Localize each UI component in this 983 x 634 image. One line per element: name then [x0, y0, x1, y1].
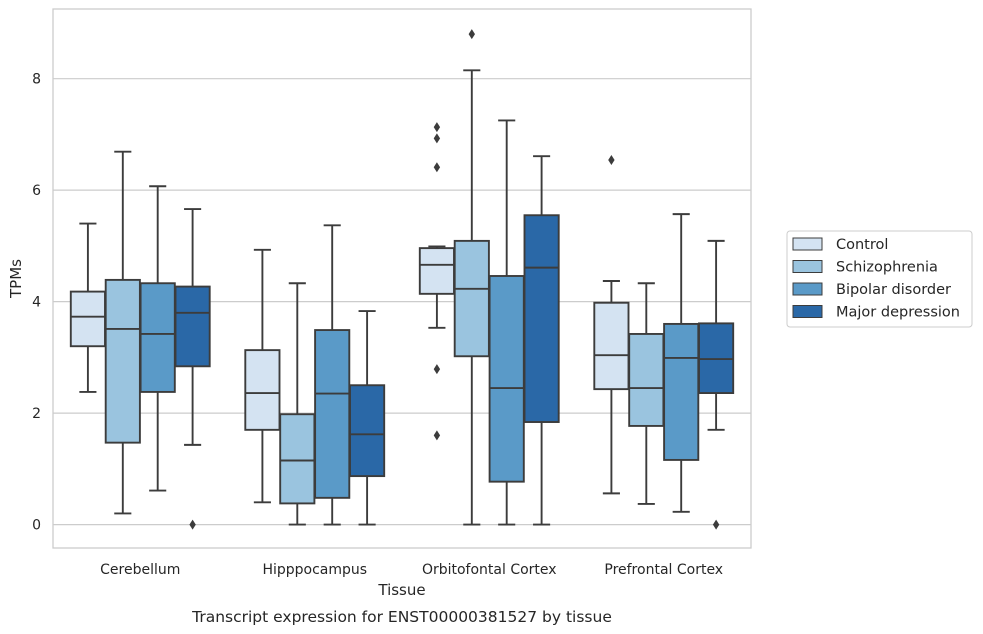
box [279, 282, 316, 526]
y-tick-labels: 0 2 4 6 8 [32, 72, 41, 534]
box-iqr [349, 384, 386, 478]
legend-label: Bipolar disorder [836, 282, 951, 298]
box-iqr [279, 413, 316, 505]
x-tick-label: Prefrontal Cortex [604, 562, 723, 578]
box [418, 122, 455, 441]
plot-area [52, 8, 752, 549]
box [244, 248, 281, 504]
series-major-depression [174, 155, 735, 530]
series-schizophrenia [104, 29, 665, 526]
series-bipolar-disorder [139, 119, 700, 526]
outlier-point [608, 155, 615, 166]
box-iqr [628, 333, 665, 427]
y-axis-label: TPMs [7, 259, 25, 299]
x-tick-label: Orbitofontal Cortex [422, 562, 557, 578]
box-iqr [593, 301, 630, 391]
box-iqr [488, 275, 525, 483]
y-tick-label: 2 [32, 406, 41, 422]
box [104, 150, 141, 515]
y-tick-label: 0 [32, 518, 41, 534]
box [174, 208, 211, 530]
box [698, 239, 735, 530]
box [349, 310, 386, 526]
y-tick-label: 8 [32, 72, 41, 88]
series-control [69, 122, 630, 504]
box [69, 222, 106, 393]
legend-swatch [792, 260, 823, 273]
box-iqr [139, 282, 176, 393]
legend-label: Control [836, 237, 888, 253]
box [488, 119, 525, 526]
box-series [69, 29, 735, 530]
box-iqr [453, 239, 490, 358]
outlier-point [433, 162, 441, 173]
x-tick-labels: Cerebellum Hipppocampus Orbitofontal Corte… [100, 562, 723, 578]
outlier-point [433, 122, 441, 133]
x-tick-label: Hipppocampus [262, 562, 367, 578]
box [314, 224, 351, 526]
box [453, 29, 490, 526]
outlier-point [468, 29, 475, 40]
legend-items: Control Schizophrenia Bipolar disorder Majo… [792, 237, 960, 321]
box [663, 213, 700, 513]
box-iqr [244, 349, 281, 431]
outlier-point [189, 519, 196, 530]
outlier-point [712, 519, 720, 530]
legend-swatch [792, 237, 823, 251]
outlier-point [433, 133, 441, 144]
legend: Control Schizophrenia Bipolar disorder Majo… [786, 230, 973, 328]
x-tick-label: Cerebellum [100, 562, 180, 578]
outlier-point [433, 364, 441, 375]
x-axis-label: Tissue [377, 581, 425, 599]
legend-label: Major depression [836, 305, 960, 321]
chart-caption: Transcript expression for ENST0000038152… [191, 608, 612, 626]
y-tick-label: 6 [32, 183, 41, 199]
plot-frame [52, 8, 752, 549]
legend-frame [786, 230, 973, 328]
outlier-point [433, 430, 441, 441]
box-iqr [314, 329, 351, 499]
box [523, 155, 560, 526]
y-tick-label: 4 [32, 295, 41, 311]
box-iqr [104, 278, 141, 444]
box-iqr [663, 322, 700, 461]
box-iqr [174, 285, 211, 368]
box-iqr [418, 247, 455, 295]
legend-label: Schizophrenia [836, 260, 938, 276]
box [139, 185, 176, 492]
box-iqr [69, 290, 106, 348]
legend-swatch [792, 305, 823, 318]
legend-swatch [792, 282, 823, 296]
box-iqr [523, 214, 560, 423]
